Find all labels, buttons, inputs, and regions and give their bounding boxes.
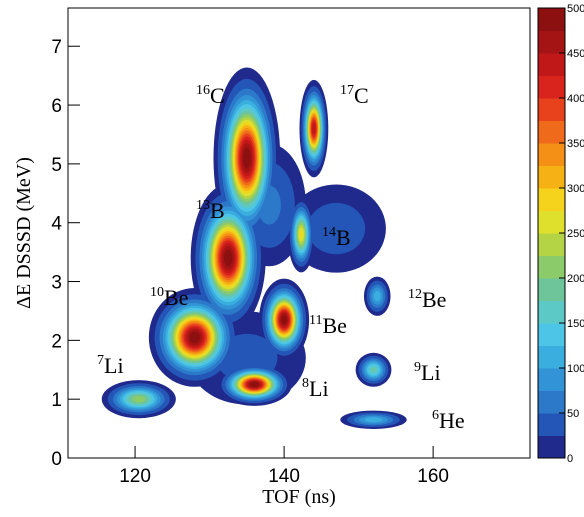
isotope-element: Li <box>309 376 329 401</box>
plot-frame <box>67 7 531 459</box>
x-tick-label: 140 <box>268 466 300 487</box>
colorbar-tick-label: 150 <box>567 318 584 330</box>
colorbar-tick-label: 300 <box>567 183 584 195</box>
isotope-mass: 13 <box>196 198 210 213</box>
isotope-mass: 17 <box>340 83 354 98</box>
contour-level <box>364 417 383 423</box>
colorbar-swatch <box>538 255 565 279</box>
contour-level <box>223 249 233 267</box>
colorbar-swatch <box>538 8 565 31</box>
contour-level <box>189 331 200 344</box>
isotope-label: 10Be <box>150 285 188 310</box>
isotope-label: 9Li <box>414 360 441 385</box>
isotope-element: C <box>354 83 369 108</box>
isotope-mass: 9 <box>414 360 421 375</box>
contour-level <box>373 290 381 302</box>
isotope-mass: 11 <box>309 313 322 328</box>
colorbar-swatch <box>538 413 565 436</box>
colorbar-swatch <box>538 98 565 121</box>
contour-level <box>132 395 146 403</box>
colorbar-swatch <box>538 323 565 346</box>
isotope-label: 16C <box>196 83 225 108</box>
isotope-label: 7Li <box>97 353 124 378</box>
isotope-element: Li <box>104 353 124 378</box>
contour-level <box>243 147 251 169</box>
contour-level <box>371 368 376 372</box>
colorbar-swatch <box>538 188 565 211</box>
y-tick-label: 3 <box>51 273 62 294</box>
isotope-label: 14B <box>322 225 351 250</box>
contour-level <box>307 202 366 255</box>
colorbar-tick-label: 50 <box>567 408 579 420</box>
colorbar-swatch <box>538 210 565 234</box>
colorbar-tick-label: 400 <box>567 93 584 105</box>
colorbar-swatch <box>538 75 565 99</box>
x-tick-label: 120 <box>119 466 151 487</box>
y-tick-label: 1 <box>51 390 62 411</box>
colorbar-tick-label: 350 <box>567 138 584 150</box>
contour-level <box>312 122 316 135</box>
colorbar-swatch <box>538 345 565 369</box>
colorbar-tick-label: 500 <box>567 3 584 15</box>
y-tick-label: 0 <box>51 449 62 470</box>
colorbar-swatch <box>538 53 565 76</box>
colorbar-swatch <box>538 278 565 301</box>
colorbar-swatch <box>538 435 565 459</box>
contour-level <box>300 231 303 238</box>
colorbar-swatch <box>538 165 565 189</box>
y-axis-title: ΔE DSSSD (MeV) <box>13 157 35 309</box>
colorbar-swatch <box>538 368 565 391</box>
colorbar-tick-label: 450 <box>567 48 584 60</box>
colorbar-swatch <box>538 30 565 54</box>
isotope-element: B <box>336 225 351 250</box>
y-tick-label: 2 <box>51 331 62 352</box>
colorbar-swatch <box>538 390 565 414</box>
y-tick-label: 7 <box>51 37 62 58</box>
isotope-label: 8Li <box>302 376 329 401</box>
isotope-label: 11Be <box>309 313 347 338</box>
colorbar-tick-label: 200 <box>567 273 584 285</box>
isotope-label: 13B <box>196 198 225 223</box>
x-axis-title: TOF (ns) <box>262 486 336 508</box>
isotope-mass: 7 <box>97 353 104 368</box>
isotope-element: Be <box>322 313 346 338</box>
x-tick-label: 160 <box>417 466 449 487</box>
colorbar-tick-label: 0 <box>567 453 573 465</box>
colorbar-swatch <box>538 143 565 166</box>
isotope-label: 6He <box>432 408 465 433</box>
isotope-element: Be <box>422 287 446 312</box>
contour-level <box>281 315 287 325</box>
isotope-label: 12Be <box>408 287 446 312</box>
isotope-mass: 8 <box>302 376 309 391</box>
isotope-element: B <box>210 198 225 223</box>
isotope-element: He <box>439 408 465 433</box>
colorbar-swatch <box>538 233 565 256</box>
contour-level <box>249 382 259 387</box>
colorbar-swatch <box>538 300 565 324</box>
isotope-mass: 12 <box>408 287 422 302</box>
colorbar-swatch <box>538 120 565 144</box>
isotope-mass: 16 <box>196 83 210 98</box>
isotope-label: 17C <box>340 83 369 108</box>
y-tick-label: 4 <box>51 214 62 235</box>
isotope-element: Li <box>421 360 441 385</box>
isotope-mass: 14 <box>322 225 336 240</box>
isotope-mass: 10 <box>150 285 164 300</box>
colorbar-tick-label: 100 <box>567 363 584 375</box>
isotope-element: Be <box>164 285 188 310</box>
y-tick-label: 5 <box>51 155 62 176</box>
y-tick-label: 6 <box>51 96 62 117</box>
plot-area <box>68 8 530 458</box>
colorbar-tick-label: 250 <box>567 228 584 240</box>
isotope-mass: 6 <box>432 408 439 423</box>
isotope-element: C <box>210 83 225 108</box>
